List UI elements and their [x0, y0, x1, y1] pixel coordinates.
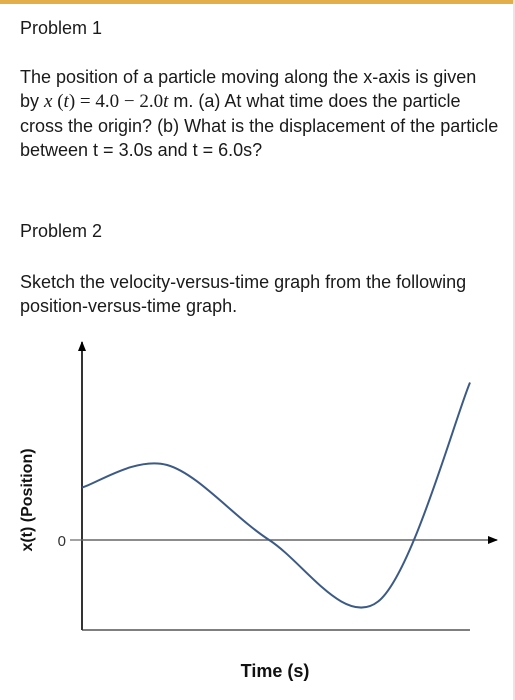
position-equation: x (t) = 4.0 − 2.0t	[44, 91, 169, 112]
position-curve	[81, 382, 471, 609]
problem-1-text-end: (a) At what time does the particle cross…	[20, 91, 499, 160]
problem-1-text: The position of a particle moving along …	[20, 67, 499, 160]
position-time-graph: 0 x(t) (Position) Time (s)	[19, 341, 498, 681]
y-axis-label: x(t) (Position)	[19, 448, 36, 551]
problem-1-heading: Problem 1	[20, 18, 103, 38]
top-accent-rule	[0, 0, 515, 4]
y-tick-label-zero: 0	[58, 533, 66, 550]
problem-1-text-start: The position of a particle moving along …	[20, 67, 477, 111]
problem-2-heading: Problem 2	[20, 221, 103, 241]
problem-2-text: Sketch the velocity-versus-time graph fr…	[20, 272, 467, 316]
x-axis-label: Time (s)	[241, 661, 310, 681]
right-edge-rule	[513, 0, 515, 700]
